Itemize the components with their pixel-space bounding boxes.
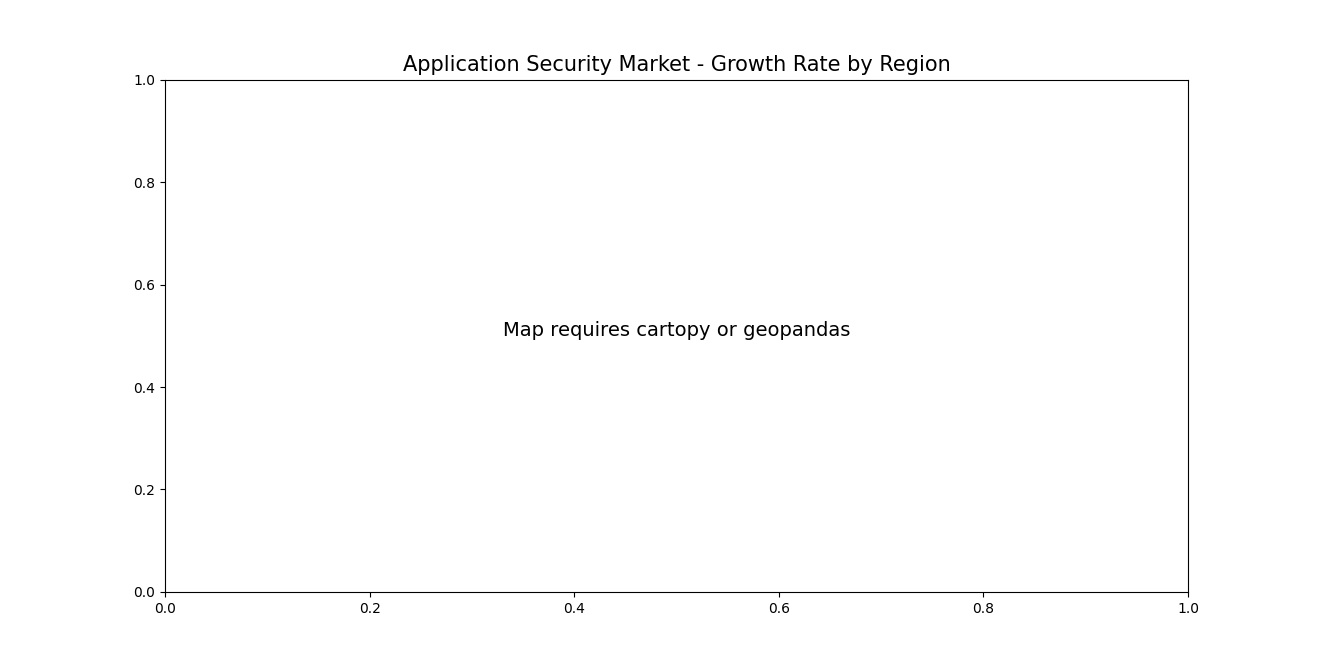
Text: Map requires cartopy or geopandas: Map requires cartopy or geopandas bbox=[503, 321, 850, 340]
Title: Application Security Market - Growth Rate by Region: Application Security Market - Growth Rat… bbox=[403, 55, 950, 75]
